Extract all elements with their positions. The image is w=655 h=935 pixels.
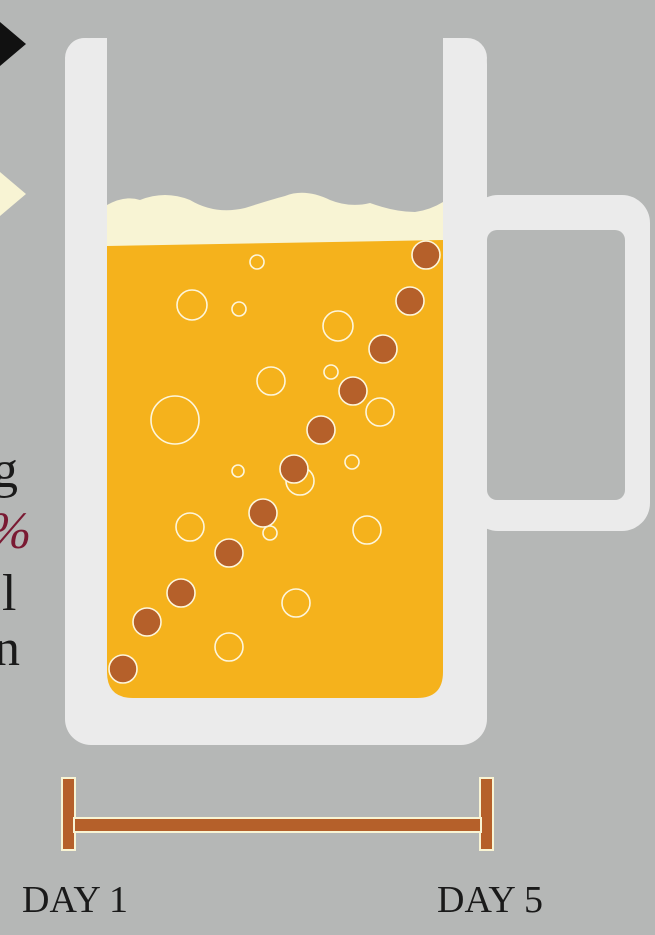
bubble <box>176 289 208 321</box>
bubble <box>214 632 244 662</box>
brown-dot <box>368 334 398 364</box>
bubble <box>175 512 205 542</box>
text-fragment: g <box>0 442 18 499</box>
rim-right-cap <box>443 38 487 78</box>
brown-dot <box>411 240 441 270</box>
text-fragment: % <box>0 503 31 560</box>
foam <box>107 192 443 246</box>
text-fragment: l <box>2 565 16 622</box>
brown-dot <box>166 578 196 608</box>
brown-dot <box>132 607 162 637</box>
mug-interior-top <box>107 20 443 38</box>
arrow-black <box>0 22 26 66</box>
text-fragment: n <box>0 620 20 677</box>
brown-dot <box>248 498 278 528</box>
bubble <box>256 366 286 396</box>
brown-dot <box>214 538 244 568</box>
bubble <box>322 310 354 342</box>
bubble <box>150 395 200 445</box>
bubble <box>249 254 265 270</box>
bubble <box>344 454 360 470</box>
scale-bracket <box>61 777 494 851</box>
bubble <box>231 464 245 478</box>
brown-dot <box>279 454 309 484</box>
bubble <box>352 515 382 545</box>
scale-end-label: DAY 5 <box>437 879 543 921</box>
bubble <box>281 588 311 618</box>
bubble <box>231 301 247 317</box>
brown-dot <box>395 286 425 316</box>
arrow-cream <box>0 172 26 216</box>
bubble <box>365 397 395 427</box>
brown-dot <box>306 415 336 445</box>
rim-left-cap <box>65 38 107 78</box>
handle-hole <box>487 230 625 500</box>
bubble <box>323 364 339 380</box>
scale-start-label: DAY 1 <box>22 879 128 921</box>
brown-dot <box>338 376 368 406</box>
brown-dot <box>108 654 138 684</box>
bubbles <box>108 240 441 684</box>
